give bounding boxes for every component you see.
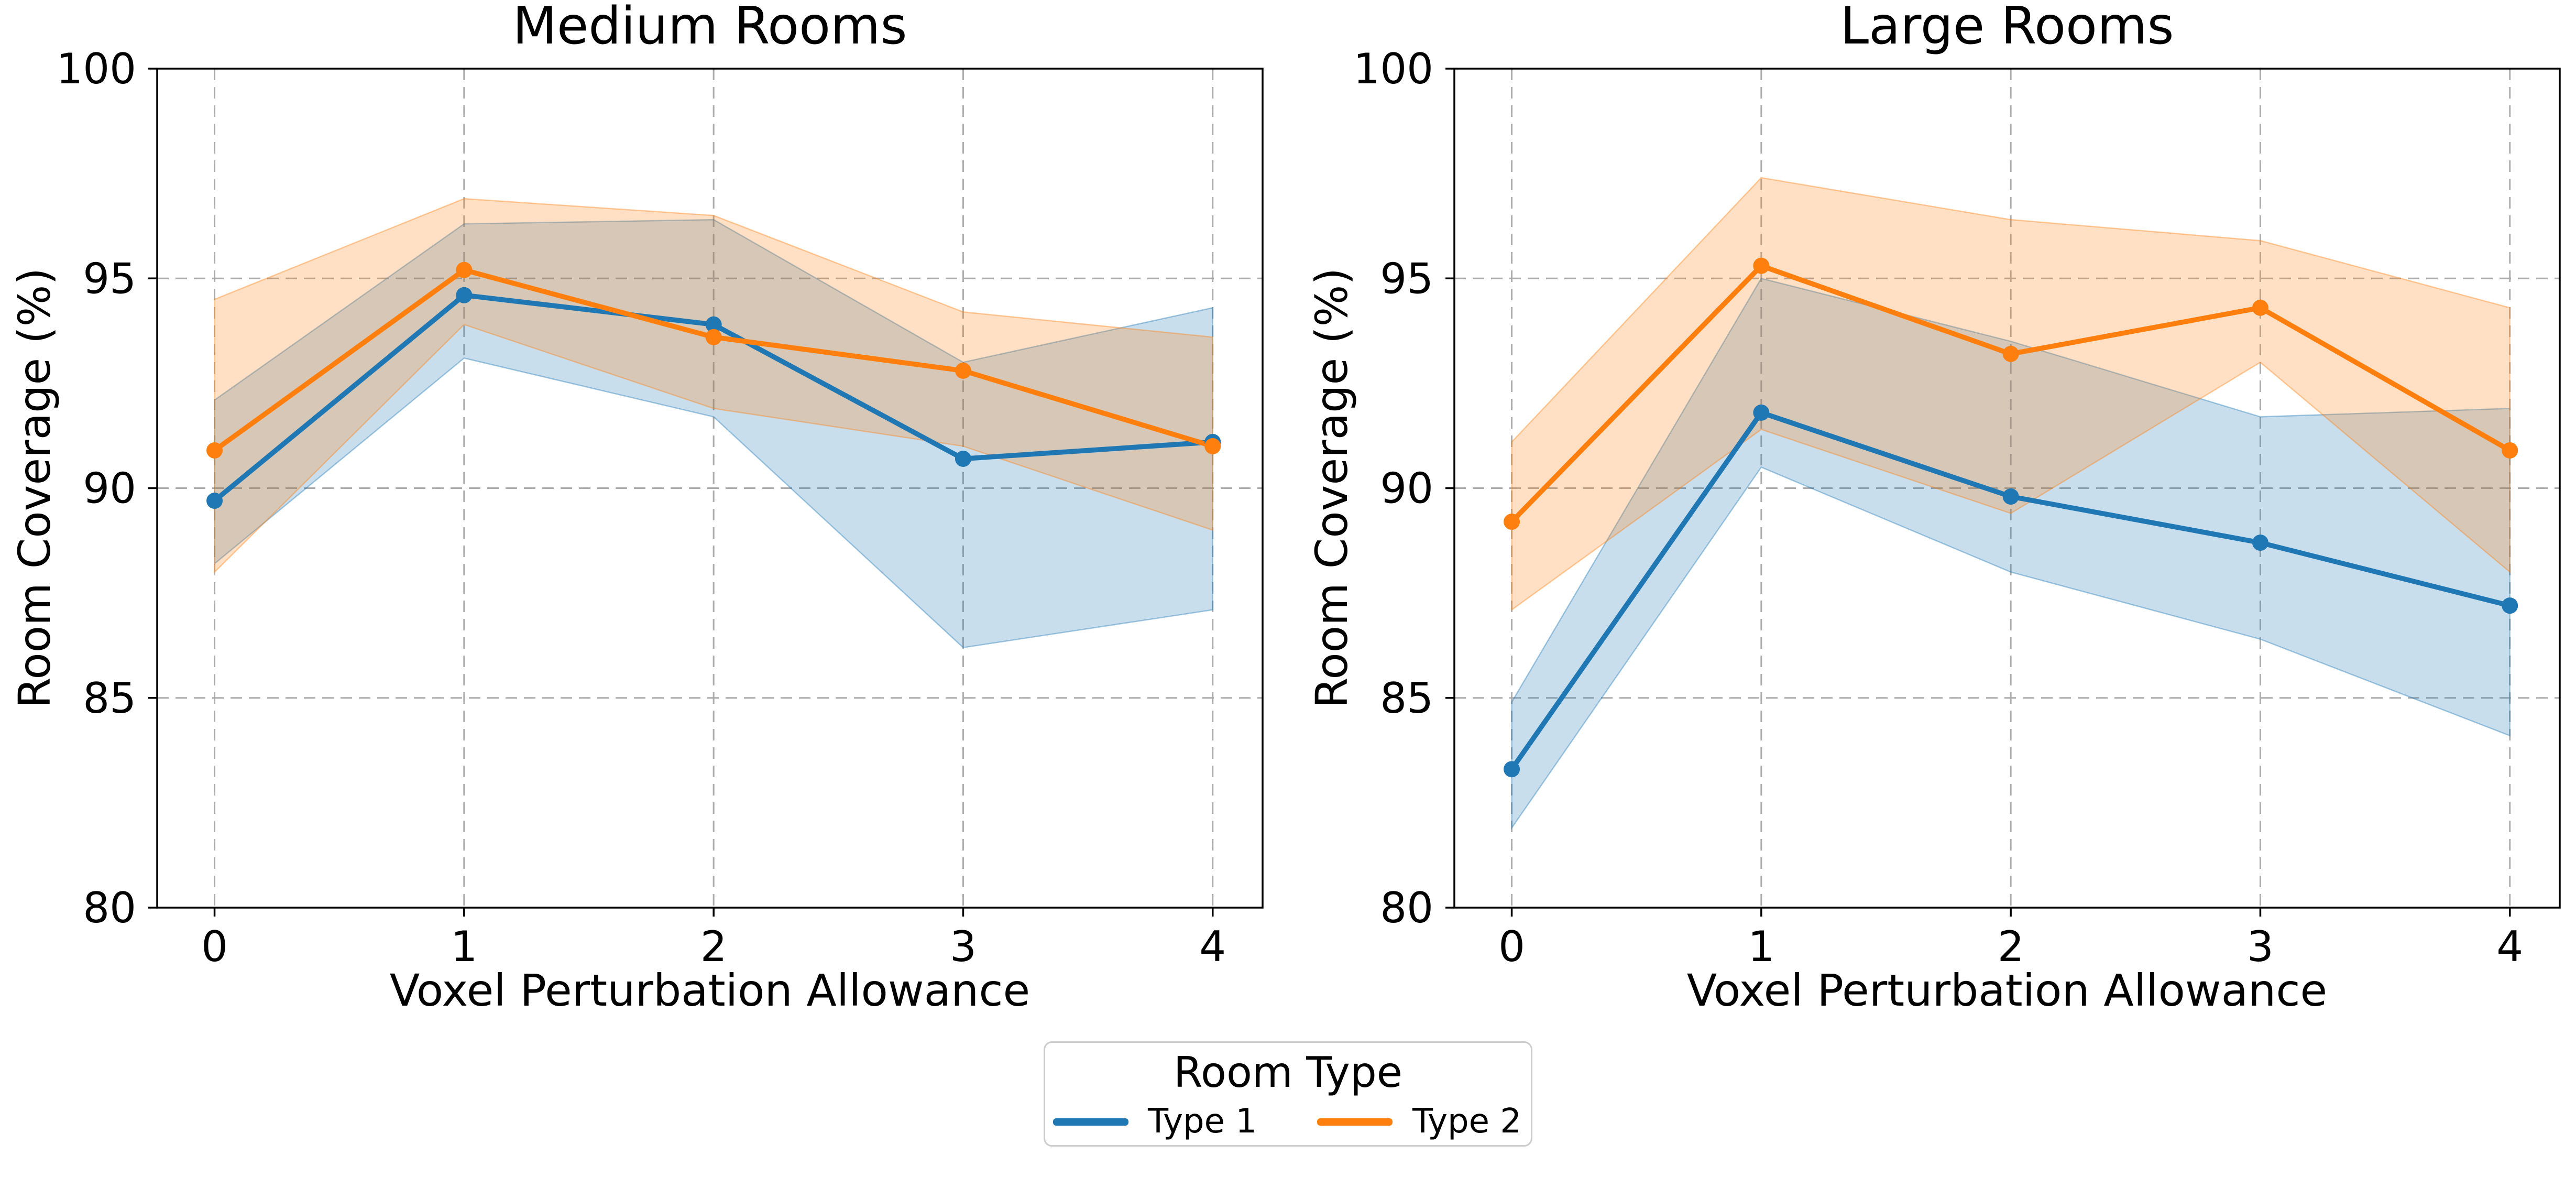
x-axis-label-right: Voxel Perturbation Allowance bbox=[1686, 965, 2328, 1016]
y-tick-label: 100 bbox=[56, 45, 136, 93]
x-tick-label: 0 bbox=[201, 922, 228, 971]
x-axis-label-left: Voxel Perturbation Allowance bbox=[389, 965, 1031, 1016]
data-point-marker bbox=[705, 316, 722, 333]
legend-entries: Type 1 Type 2 bbox=[1045, 1102, 1531, 1141]
subplot-large-rooms: 0 1 2 3 4 80 85 90 95 100 bbox=[1353, 45, 2561, 971]
y-tick-label: 100 bbox=[1353, 45, 1433, 93]
data-point-marker bbox=[2502, 597, 2518, 614]
data-point-marker bbox=[2002, 345, 2019, 362]
data-point-marker bbox=[2252, 535, 2268, 551]
legend-title: Room Type bbox=[1174, 1048, 1402, 1097]
title-medium-rooms: Medium Rooms bbox=[512, 0, 907, 56]
y-tick-label: 90 bbox=[1380, 464, 1433, 513]
y-axis-label-right: Room Coverage (%) bbox=[1306, 267, 1357, 709]
data-point-marker bbox=[2502, 442, 2518, 459]
confidence-band bbox=[1511, 177, 2511, 612]
x-tick-label: 0 bbox=[1498, 922, 1525, 971]
x-tick-label: 3 bbox=[950, 922, 977, 971]
x-tick-label: 1 bbox=[451, 922, 477, 971]
data-point-marker bbox=[2002, 488, 2019, 505]
subplot-medium-rooms: 0 1 2 3 4 80 85 90 95 100 bbox=[56, 45, 1264, 971]
legend-swatch-type1 bbox=[1053, 1118, 1128, 1126]
data-point-marker bbox=[1504, 514, 1520, 530]
legend-label-type2: Type 2 bbox=[1412, 1102, 1522, 1141]
title-large-rooms: Large Rooms bbox=[1840, 0, 2174, 56]
data-point-marker bbox=[2252, 299, 2268, 316]
data-point-marker bbox=[206, 442, 223, 459]
x-tick-label: 4 bbox=[2496, 922, 2523, 971]
data-point-marker bbox=[1753, 404, 1770, 421]
y-tick-label: 80 bbox=[1380, 884, 1433, 932]
data-point-marker bbox=[955, 450, 971, 467]
y-axis-label-left: Room Coverage (%) bbox=[9, 267, 60, 709]
y-tick-label: 95 bbox=[83, 254, 136, 303]
data-point-marker bbox=[1753, 257, 1770, 274]
data-point-marker bbox=[456, 287, 473, 303]
x-tick-label: 3 bbox=[2247, 922, 2274, 971]
y-tick-label: 85 bbox=[83, 674, 136, 723]
y-tick-label: 90 bbox=[83, 464, 136, 513]
data-point-marker bbox=[206, 493, 223, 509]
x-tick-label: 2 bbox=[1998, 922, 2024, 971]
x-tick-label: 4 bbox=[1199, 922, 1226, 971]
legend-swatch-type2 bbox=[1317, 1118, 1393, 1126]
x-tick-label: 1 bbox=[1748, 922, 1774, 971]
x-tick-label: 2 bbox=[700, 922, 727, 971]
data-point-marker bbox=[955, 362, 971, 379]
data-point-marker bbox=[705, 329, 722, 345]
legend: Room Type Type 1 Type 2 bbox=[1044, 1041, 1532, 1147]
data-point-marker bbox=[1504, 761, 1520, 778]
y-tick-label: 95 bbox=[1380, 254, 1433, 303]
y-tick-label: 85 bbox=[1380, 674, 1433, 723]
data-point-marker bbox=[456, 261, 473, 278]
y-tick-label: 80 bbox=[83, 884, 136, 932]
data-point-marker bbox=[1204, 438, 1221, 454]
legend-label-type1: Type 1 bbox=[1148, 1102, 1257, 1141]
confidence-band bbox=[214, 219, 1213, 649]
